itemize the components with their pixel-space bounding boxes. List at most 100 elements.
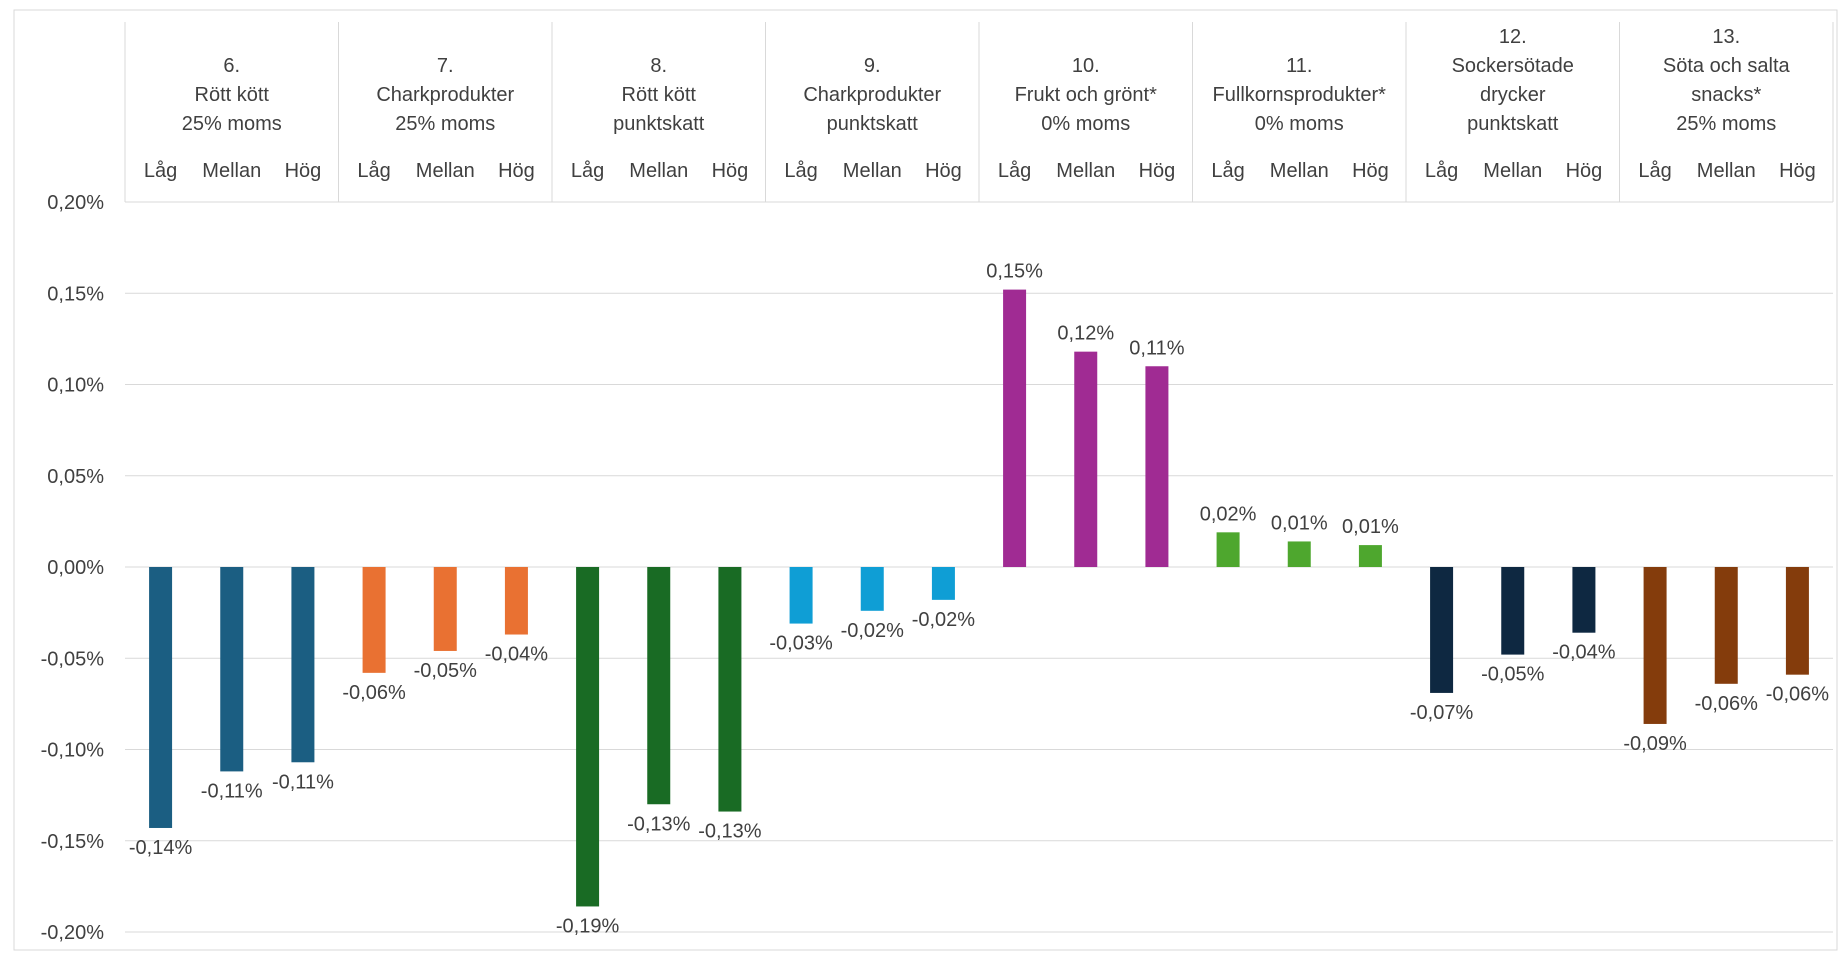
category-label: Låg (144, 160, 177, 182)
category-label: Hög (498, 160, 535, 182)
data-label: -0,19% (556, 915, 620, 937)
group-header-label: punktskatt (613, 113, 705, 135)
bar (1785, 567, 1809, 675)
group-header-label: 8. (650, 55, 667, 77)
data-label: -0,13% (698, 821, 762, 843)
y-tick-label: -0,15% (41, 831, 105, 853)
category-label: Hög (712, 160, 749, 182)
category-label: Hög (1779, 160, 1816, 182)
group-header-label: Charkprodukter (376, 84, 514, 106)
bar (362, 567, 386, 673)
bar (504, 567, 528, 635)
data-label: 0,01% (1271, 512, 1328, 534)
bar (860, 567, 884, 611)
data-label: 0,15% (986, 261, 1043, 283)
bar (1358, 545, 1382, 567)
category-label: Hög (1566, 160, 1603, 182)
category-label: Mellan (416, 160, 475, 182)
bar (1714, 567, 1738, 684)
category-label: Hög (1352, 160, 1389, 182)
category-label: Låg (998, 160, 1031, 182)
group-header-label: 6. (223, 55, 240, 77)
data-label: -0,07% (1410, 702, 1474, 724)
bar (1003, 289, 1027, 567)
category-label: Mellan (843, 160, 902, 182)
data-label: -0,14% (129, 837, 193, 859)
category-label: Låg (784, 160, 817, 182)
group-header-label: Frukt och grönt* (1015, 84, 1158, 106)
group-header-label: punktskatt (1467, 113, 1559, 135)
group-header-label: Rött kött (195, 84, 270, 106)
category-label: Mellan (1056, 160, 1115, 182)
group-header-label: Charkprodukter (803, 84, 941, 106)
y-tick-label: 0,10% (47, 375, 104, 397)
bar (291, 567, 315, 763)
group-header-label: 25% moms (395, 113, 495, 135)
group-header-label: 9. (864, 55, 881, 77)
group-header-label: 10. (1072, 55, 1100, 77)
group-header-label: Söta och salta (1663, 55, 1791, 77)
group-header-label: Rött kött (622, 84, 697, 106)
group-header-label: Sockersötade (1452, 55, 1574, 77)
bar (1430, 567, 1454, 693)
data-label: -0,04% (485, 644, 549, 666)
group-header-label: 0% moms (1041, 113, 1130, 135)
bar (576, 567, 600, 907)
data-label: 0,11% (1129, 337, 1184, 359)
data-label: -0,05% (1481, 664, 1545, 686)
category-label: Hög (285, 160, 322, 182)
data-label: 0,12% (1057, 323, 1114, 345)
category-label: Låg (1638, 160, 1671, 182)
group-header-label: 0% moms (1255, 113, 1344, 135)
category-label: Mellan (1270, 160, 1329, 182)
category-label: Låg (571, 160, 604, 182)
data-label: 0,02% (1200, 503, 1257, 525)
bar (1501, 567, 1525, 655)
bar (1145, 366, 1169, 567)
data-label: -0,05% (414, 660, 478, 682)
group-header-label: 25% moms (1676, 113, 1776, 135)
data-label: -0,09% (1623, 733, 1687, 755)
bar (220, 567, 244, 772)
y-tick-label: 0,20% (47, 192, 104, 214)
data-label: -0,13% (627, 813, 691, 835)
group-header-label: 12. (1499, 26, 1527, 48)
group-header-label: 7. (437, 55, 454, 77)
category-label: Mellan (1697, 160, 1756, 182)
data-label: -0,02% (912, 609, 976, 631)
group-header-label: punktskatt (827, 113, 919, 135)
y-tick-label: -0,20% (41, 922, 105, 944)
y-tick-label: -0,10% (41, 740, 105, 762)
category-label: Hög (1139, 160, 1176, 182)
bar (1572, 567, 1596, 633)
data-label: -0,06% (1695, 693, 1759, 715)
data-label: -0,11% (272, 771, 334, 793)
group-header-label: 25% moms (182, 113, 282, 135)
category-label: Låg (1211, 160, 1244, 182)
category-label: Låg (1425, 160, 1458, 182)
group-header-label: 11. (1286, 55, 1312, 77)
bar (1643, 567, 1667, 724)
data-label: -0,02% (841, 620, 905, 642)
category-label: Mellan (202, 160, 261, 182)
bar (1287, 541, 1311, 567)
bar (1074, 351, 1098, 567)
y-tick-label: 0,00% (47, 557, 104, 579)
bar (931, 567, 955, 600)
bar (789, 567, 813, 624)
group-header-label: drycker (1480, 84, 1546, 106)
category-label: Mellan (1483, 160, 1542, 182)
group-header-label: 13. (1712, 26, 1740, 48)
group-header-label: Fullkornsprodukter* (1213, 84, 1387, 106)
bar (718, 567, 742, 812)
bar (149, 567, 173, 828)
data-label: -0,04% (1552, 642, 1616, 664)
data-label: -0,11% (201, 780, 263, 802)
category-label: Hög (925, 160, 962, 182)
category-label: Mellan (629, 160, 688, 182)
bar (433, 567, 457, 651)
data-label: 0,01% (1342, 516, 1399, 538)
y-tick-label: 0,15% (47, 283, 104, 305)
